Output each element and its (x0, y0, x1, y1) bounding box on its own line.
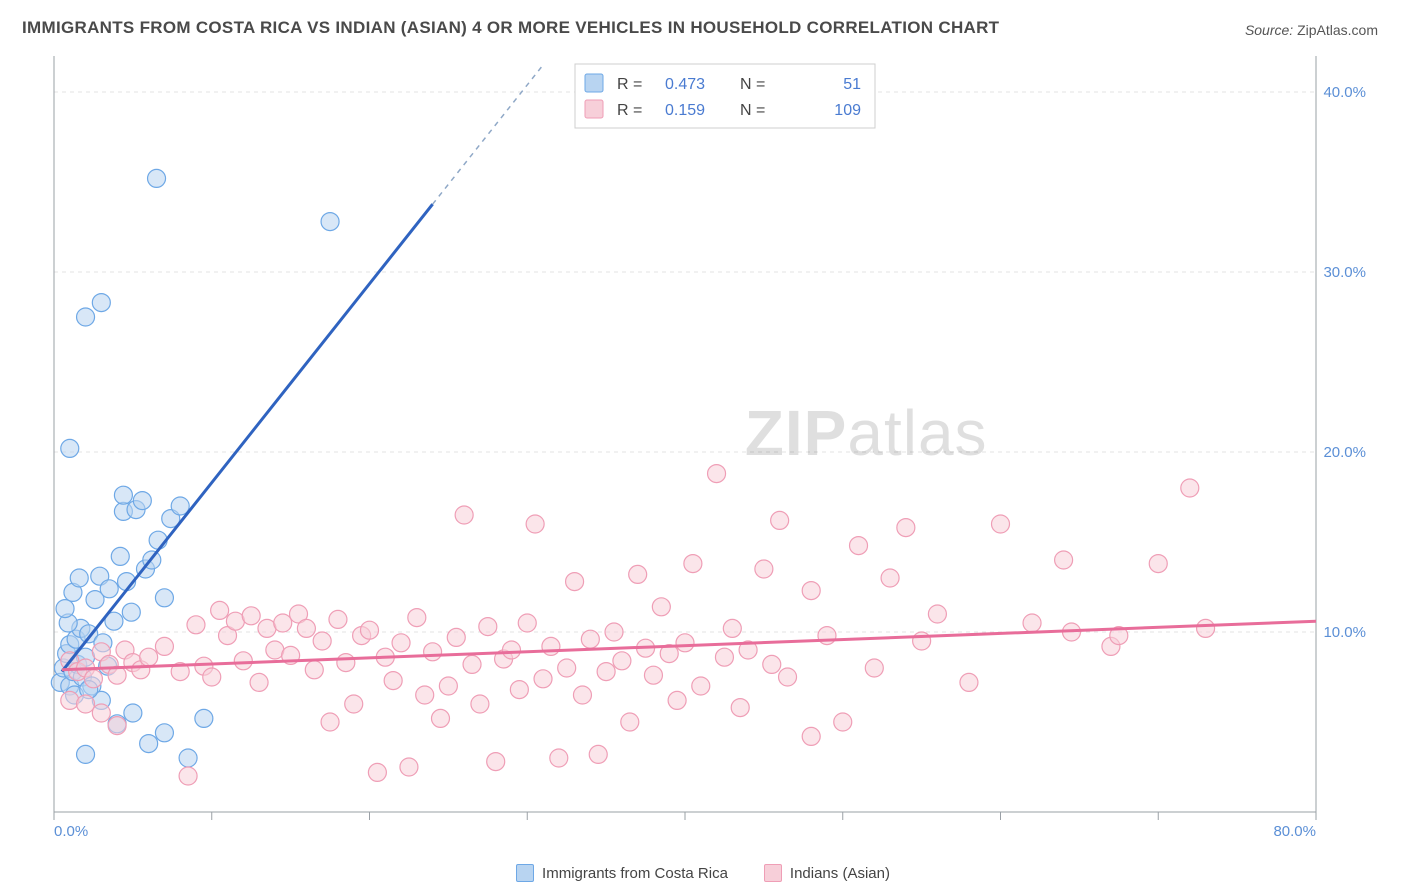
scatter-chart-svg: 10.0% 20.0% 30.0% 40.0% 0.0% 80.0% R = 0.473 N =… (48, 48, 1388, 840)
svg-text:0.0%: 0.0% (54, 823, 88, 840)
chart-title: IMMIGRANTS FROM COSTA RICA VS INDIAN (AS… (22, 18, 999, 38)
legend-label-1: Indians (Asian) (790, 865, 890, 882)
svg-text:N =: N = (740, 76, 765, 93)
legend-item-series-0: Immigrants from Costa Rica (516, 864, 728, 882)
legend-swatch-0 (516, 864, 534, 882)
svg-text:20.0%: 20.0% (1323, 444, 1366, 461)
svg-text:N =: N = (740, 102, 765, 119)
legend-item-series-1: Indians (Asian) (764, 864, 890, 882)
svg-text:10.0%: 10.0% (1323, 624, 1366, 641)
svg-text:0.159: 0.159 (665, 102, 705, 119)
svg-text:R =: R = (617, 102, 642, 119)
svg-text:51: 51 (843, 76, 861, 93)
chart-area: 10.0% 20.0% 30.0% 40.0% 0.0% 80.0% R = 0.473 N =… (48, 48, 1388, 840)
svg-text:0.473: 0.473 (665, 76, 705, 93)
legend-label-0: Immigrants from Costa Rica (542, 865, 728, 882)
source: Source: ZipAtlas.com (1245, 22, 1378, 38)
bottom-legend: Immigrants from Costa Rica Indians (Asia… (0, 864, 1406, 882)
svg-text:109: 109 (834, 102, 861, 119)
svg-text:30.0%: 30.0% (1323, 264, 1366, 281)
source-label: Source: (1245, 22, 1293, 38)
source-value: ZipAtlas.com (1297, 22, 1378, 38)
svg-text:R =: R = (617, 76, 642, 93)
legend-swatch-1 (764, 864, 782, 882)
svg-text:40.0%: 40.0% (1323, 84, 1366, 101)
svg-text:80.0%: 80.0% (1273, 823, 1316, 840)
